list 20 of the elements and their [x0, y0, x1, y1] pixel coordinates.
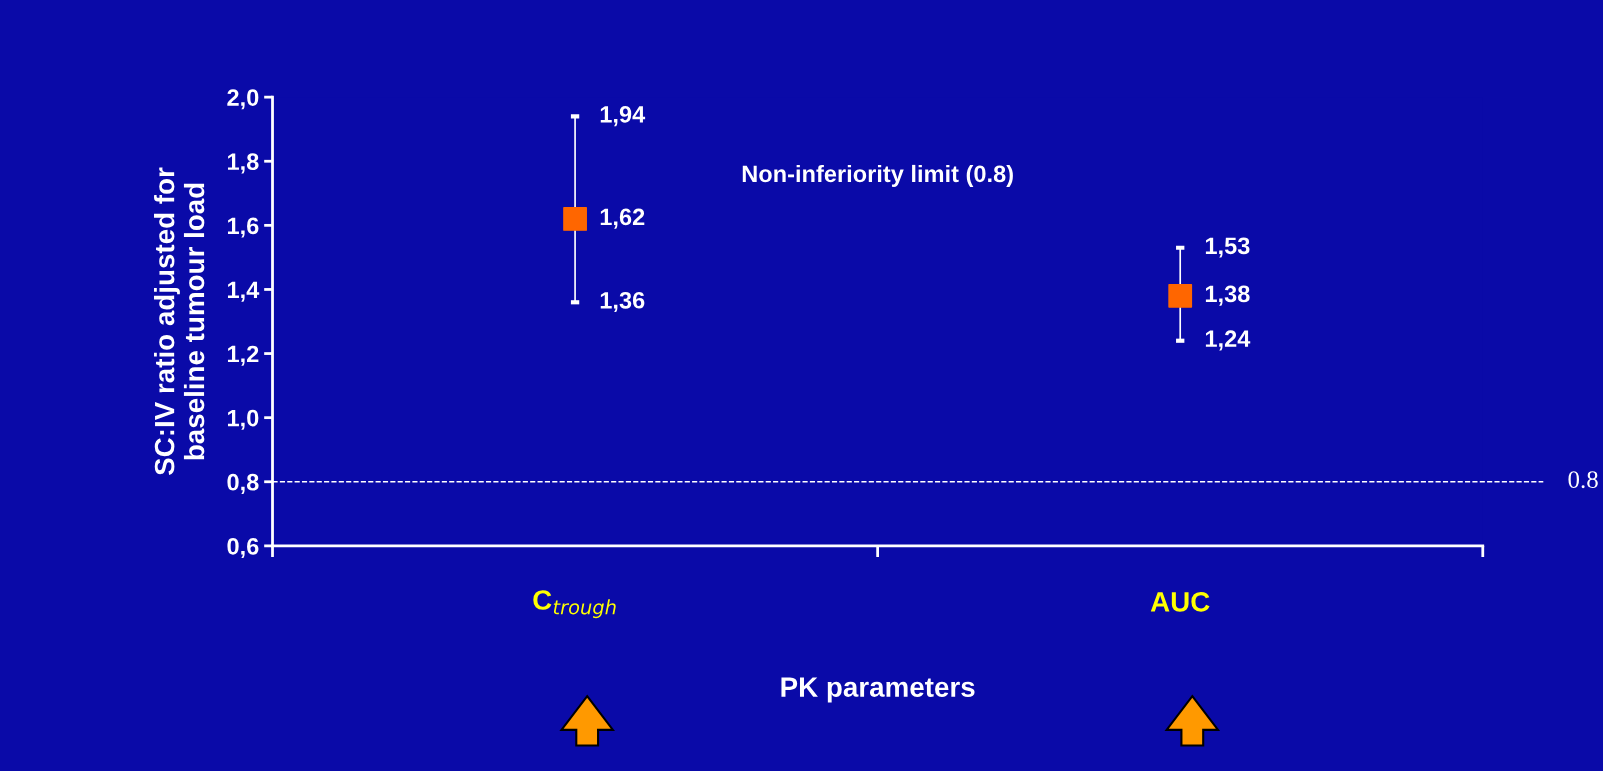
annotation: 1,24 [1205, 330, 1251, 351]
y-tick-label: 0,6 [227, 537, 259, 559]
y-tick-label: 1,8 [227, 153, 259, 174]
y-tick-label: 1,2 [227, 345, 259, 366]
x-axis-title: PK parameters [781, 677, 975, 703]
y-tick-label: 0,8 [227, 473, 259, 494]
annotation: 1,53 [1205, 237, 1250, 258]
y-axis-title: SC:IV ratio adjusted for baseline tumour load [154, 167, 205, 476]
ref-line-label: 0.8 [1568, 471, 1598, 489]
x-tick-label: C$_{trough}$ [533, 590, 616, 619]
annotation: Non-inferiority limit (0.8) [742, 164, 1013, 187]
y-tick-label: 1,6 [227, 217, 259, 238]
x-tick-label: AUC [1150, 591, 1210, 612]
annotation: 1,94 [600, 106, 646, 127]
data-label: 1,38 [1205, 285, 1250, 306]
annotation: 1,36 [600, 291, 645, 313]
y-tick-label: 2,0 [227, 89, 259, 110]
y-tick-label: 1,0 [227, 409, 259, 430]
y-tick-label: 1,4 [227, 281, 260, 302]
data-label: 1,62 [600, 208, 645, 229]
